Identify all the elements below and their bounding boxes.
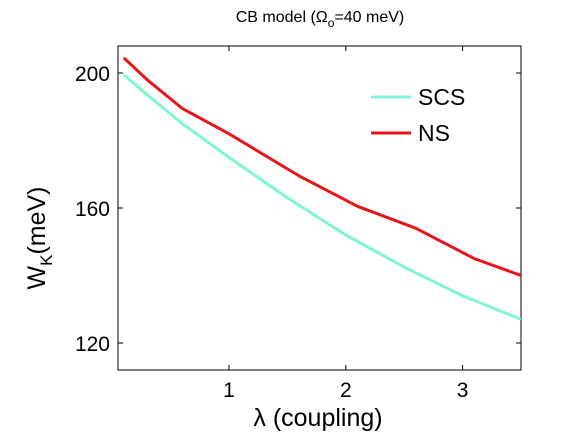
- y-axis-label-suffix: (meV): [23, 186, 51, 254]
- chart-title-suffix: =40 meV): [334, 9, 404, 26]
- x-tick-label: 1: [223, 379, 235, 402]
- chart-title-subscript: o: [328, 16, 335, 30]
- series-lines: [122, 56, 521, 321]
- chart-title-symbol: Ω: [316, 9, 328, 26]
- chart-title-prefix: CB model (: [236, 9, 317, 26]
- legend-label-scs: SCS: [418, 84, 465, 110]
- series-line-ns: [122, 56, 521, 277]
- x-tick-label: 3: [457, 379, 469, 402]
- tick-marks: [118, 46, 521, 370]
- series-line-scs: [122, 73, 521, 321]
- y-axis-label-subscript: K: [37, 254, 56, 266]
- y-axis-label-main: W: [23, 266, 51, 290]
- legend: SCS NS: [371, 84, 465, 146]
- x-tick-label: 2: [340, 379, 352, 402]
- y-axis-label: WK(meV): [23, 186, 56, 289]
- y-tick-label: 160: [75, 198, 110, 221]
- x-axis-label: λ (coupling): [253, 404, 382, 432]
- y-tick-label: 200: [75, 63, 110, 86]
- tick-labels: 1 2 3 120 160 200: [75, 63, 468, 402]
- y-tick-label: 120: [75, 333, 110, 356]
- plot-area: [117, 45, 522, 371]
- chart-title: CB model (Ωo=40 meV): [236, 9, 405, 30]
- legend-label-ns: NS: [418, 120, 450, 146]
